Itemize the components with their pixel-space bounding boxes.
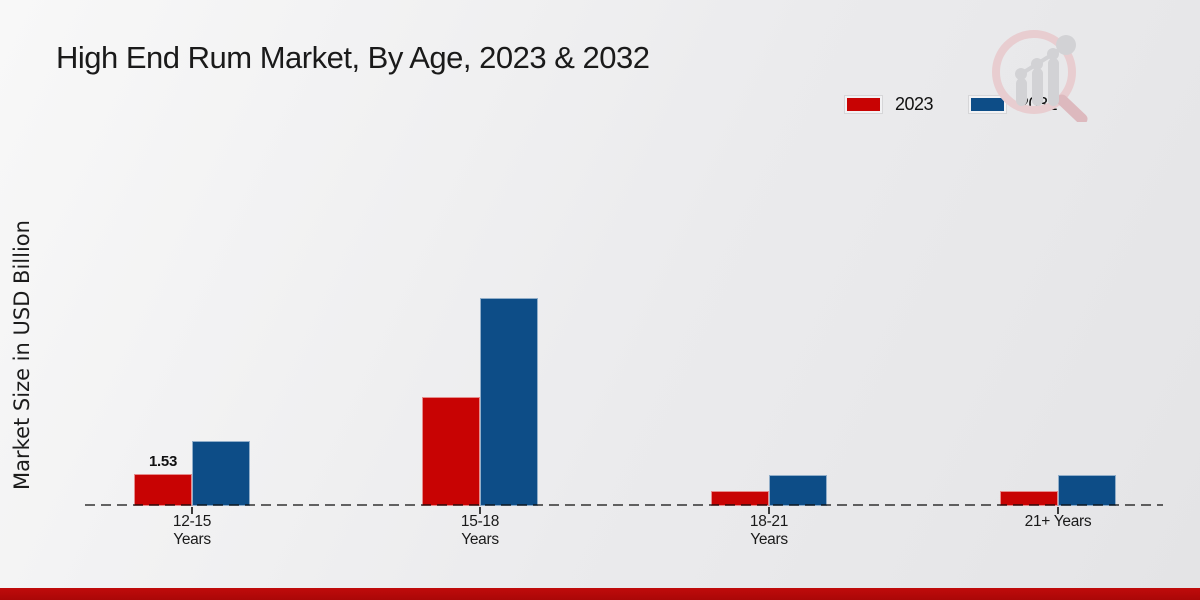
- x-axis-category-label: 21+ Years: [1024, 513, 1092, 530]
- bar-2032-group-3: [1058, 475, 1116, 506]
- legend-swatch-2032-icon: [969, 96, 1007, 113]
- bar-2032-group-1: [480, 298, 538, 506]
- legend-label-2023: 2023: [895, 94, 934, 114]
- trend-dots-icon: [1015, 35, 1076, 80]
- x-axis-tick: [1057, 507, 1059, 514]
- bar-chart-icon: [1016, 58, 1059, 106]
- footer-accent-bar: [0, 588, 1200, 600]
- bar-2023-group-0: [134, 474, 192, 506]
- bar-2032-group-0: [192, 441, 250, 506]
- legend-swatch-2023-icon: [845, 96, 882, 113]
- bar-2032-group-2: [769, 475, 827, 506]
- x-axis-category-label: 18-21 Years: [749, 513, 789, 548]
- x-axis-category-label: 15-18 Years: [460, 513, 500, 548]
- x-axis-tick: [191, 507, 193, 514]
- x-axis-category-label: 12-15 Years: [172, 513, 212, 548]
- x-axis-baseline: [85, 504, 1163, 506]
- bar-value-label: 1.53: [149, 453, 177, 470]
- y-axis-label: Market Size in USD Billion: [10, 220, 34, 490]
- legend-item-2023: 2023: [845, 94, 934, 115]
- market-research-watermark-logo: [992, 30, 1088, 122]
- x-axis-tick: [479, 507, 481, 514]
- bar-2023-group-1: [422, 397, 480, 506]
- magnifier-icon: [992, 30, 1088, 122]
- chart-title: High End Rum Market, By Age, 2023 & 2032: [56, 40, 650, 75]
- x-axis-tick: [768, 507, 770, 514]
